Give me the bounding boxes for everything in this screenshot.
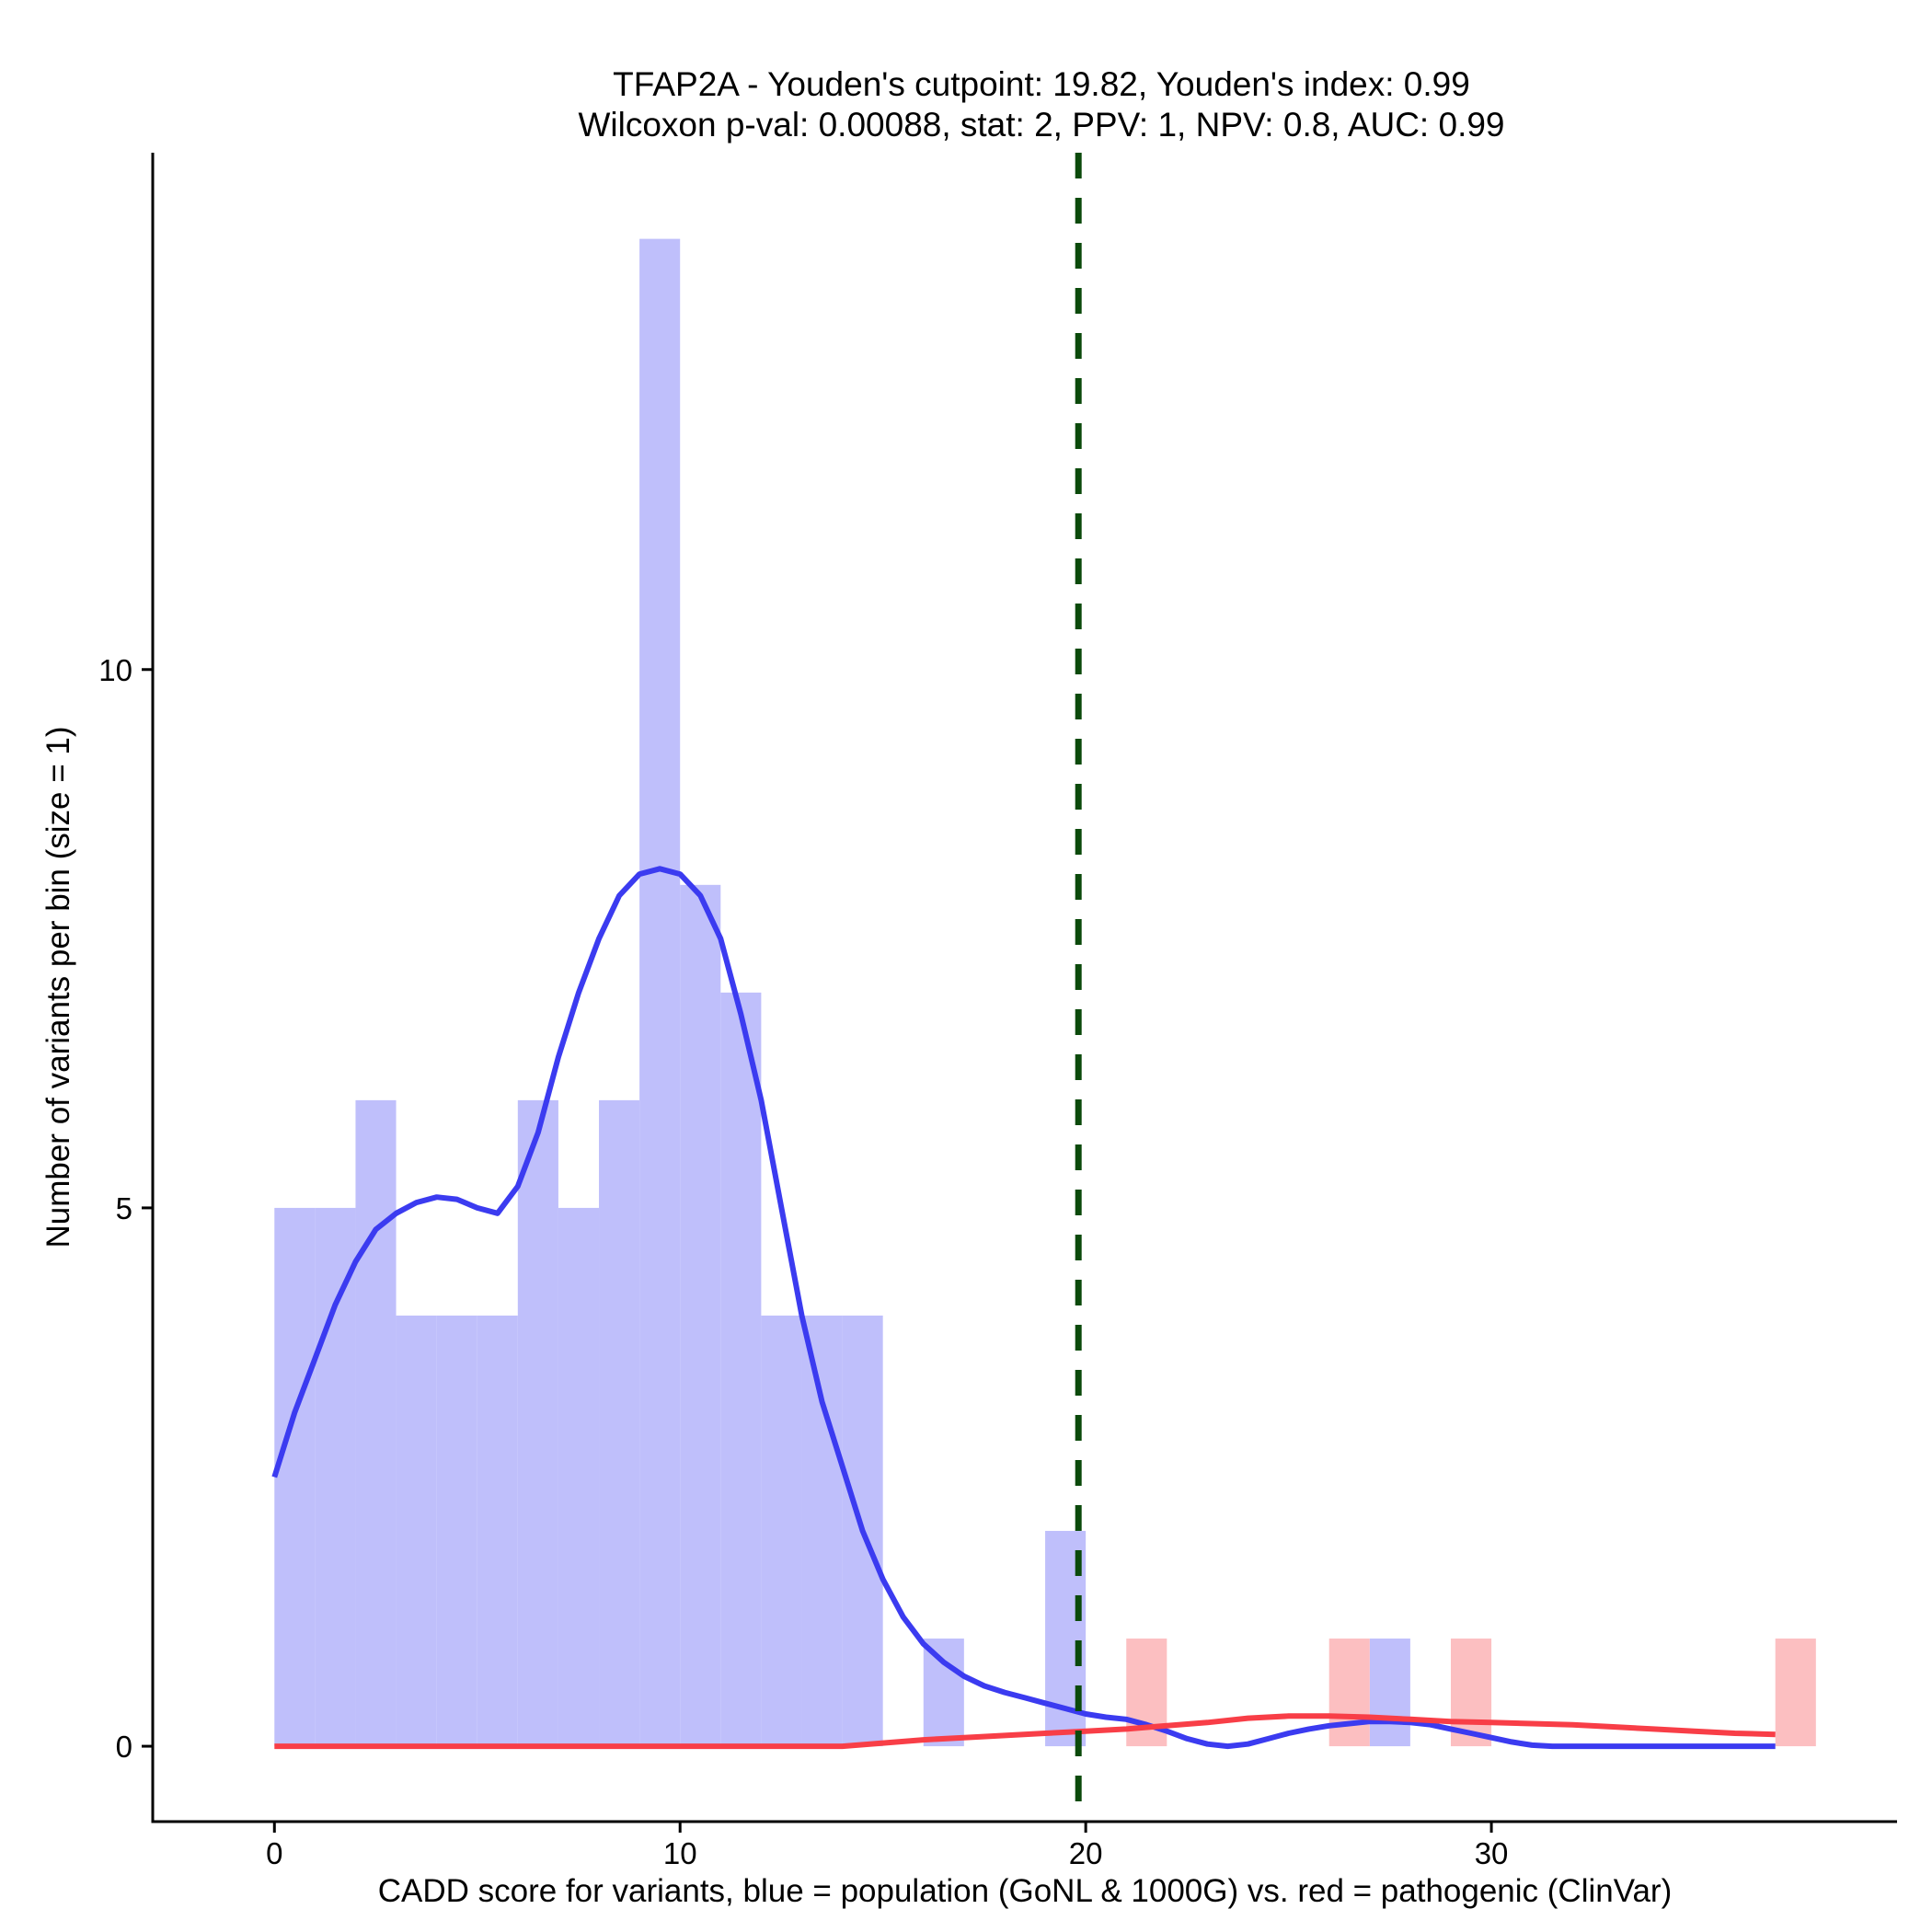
x-tick-label: 20: [1069, 1836, 1103, 1870]
chart-subtitle: Wilcoxon p-val: 0.00088, stat: 2, PPV: 1…: [578, 106, 1504, 144]
population-bar: [477, 1315, 518, 1747]
y-tick-label: 5: [116, 1191, 132, 1225]
y-axis-label: Number of variants per bin (size = 1): [40, 726, 76, 1248]
population-bar: [680, 884, 721, 1747]
population-density-line: [271, 866, 1776, 1750]
pathogenic-bar: [1328, 1639, 1370, 1747]
histogram-bars: [274, 238, 1816, 1747]
x-tick-label: 10: [663, 1836, 697, 1870]
population-bar: [923, 1639, 964, 1747]
y-axis-ticks: 0 5 10: [98, 653, 153, 1764]
density-curves: [271, 866, 1776, 1750]
population-bar: [274, 1207, 316, 1747]
population-bar: [355, 1099, 397, 1747]
chart-title: TFAP2A - Youden's cutpoint: 19.82, Youde…: [613, 65, 1470, 103]
pathogenic-density-line: [274, 1713, 1776, 1750]
x-axis-ticks: 0 10 20 30: [266, 1822, 1508, 1870]
population-bar: [639, 238, 681, 1747]
population-bar: [1369, 1639, 1410, 1747]
population-bar: [558, 1207, 600, 1747]
x-tick-label: 30: [1475, 1836, 1509, 1870]
population-bar: [436, 1315, 477, 1747]
population-bar: [801, 1315, 843, 1747]
y-tick-label: 0: [116, 1730, 132, 1764]
x-tick-label: 0: [266, 1836, 282, 1870]
population-bar: [315, 1207, 356, 1747]
population-bar: [517, 1099, 558, 1747]
population-bar: [396, 1315, 437, 1747]
population-bar: [599, 1099, 640, 1747]
population-bar: [720, 992, 762, 1747]
population-bar: [761, 1315, 802, 1747]
pathogenic-bar: [1775, 1639, 1816, 1747]
y-tick-label: 10: [98, 653, 132, 687]
x-axis-label: CADD score for variants, blue = populati…: [378, 1873, 1673, 1909]
